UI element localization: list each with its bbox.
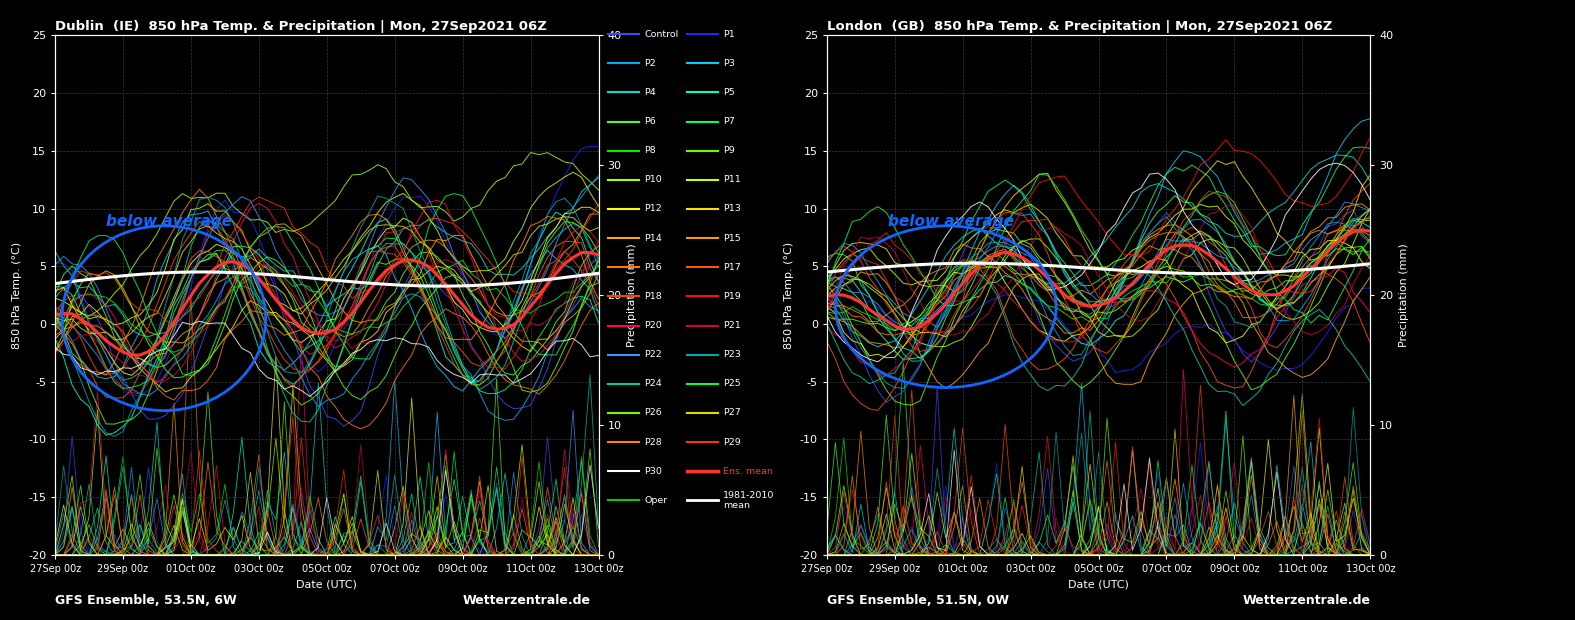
Text: London  (GB)  850 hPa Temp. & Precipitation | Mon, 27Sep2021 06Z: London (GB) 850 hPa Temp. & Precipitatio…	[827, 20, 1332, 33]
Text: P15: P15	[723, 234, 740, 242]
Text: Control: Control	[644, 30, 679, 38]
Text: P8: P8	[644, 146, 655, 155]
Text: Ens. mean: Ens. mean	[723, 467, 773, 476]
Text: P4: P4	[644, 88, 655, 97]
Text: P3: P3	[723, 59, 736, 68]
Text: P19: P19	[723, 292, 740, 301]
Text: P7: P7	[723, 117, 734, 126]
Text: P18: P18	[644, 292, 662, 301]
Text: Oper: Oper	[644, 496, 668, 505]
Text: Wetterzentrale.de: Wetterzentrale.de	[1243, 595, 1370, 608]
Text: below average: below average	[106, 214, 232, 229]
Text: P29: P29	[723, 438, 740, 446]
Y-axis label: 850 hPa Temp. (°C): 850 hPa Temp. (°C)	[784, 242, 794, 348]
X-axis label: Date (UTC): Date (UTC)	[296, 580, 358, 590]
Text: P23: P23	[723, 350, 740, 359]
Text: P21: P21	[723, 321, 740, 330]
Text: GFS Ensemble, 53.5N, 6W: GFS Ensemble, 53.5N, 6W	[55, 595, 236, 608]
X-axis label: Date (UTC): Date (UTC)	[1068, 580, 1129, 590]
Text: GFS Ensemble, 51.5N, 0W: GFS Ensemble, 51.5N, 0W	[827, 595, 1010, 608]
Text: P6: P6	[644, 117, 655, 126]
Text: P11: P11	[723, 175, 740, 184]
Text: P5: P5	[723, 88, 734, 97]
Text: P25: P25	[723, 379, 740, 388]
Text: P1: P1	[723, 30, 734, 38]
Y-axis label: 850 hPa Temp. (°C): 850 hPa Temp. (°C)	[13, 242, 22, 348]
Text: Wetterzentrale.de: Wetterzentrale.de	[463, 595, 591, 608]
Text: P27: P27	[723, 409, 740, 417]
Text: P13: P13	[723, 205, 740, 213]
Text: P14: P14	[644, 234, 662, 242]
Text: P12: P12	[644, 205, 662, 213]
Text: P9: P9	[723, 146, 734, 155]
Text: Dublin  (IE)  850 hPa Temp. & Precipitation | Mon, 27Sep2021 06Z: Dublin (IE) 850 hPa Temp. & Precipitatio…	[55, 20, 547, 33]
Text: P2: P2	[644, 59, 655, 68]
Text: P10: P10	[644, 175, 662, 184]
Text: P30: P30	[644, 467, 662, 476]
Text: P20: P20	[644, 321, 662, 330]
Y-axis label: Precipitation (mm): Precipitation (mm)	[1399, 243, 1410, 347]
Text: 1981-2010
mean: 1981-2010 mean	[723, 490, 775, 510]
Text: P28: P28	[644, 438, 662, 446]
Text: P24: P24	[644, 379, 662, 388]
Text: P22: P22	[644, 350, 662, 359]
Text: P17: P17	[723, 263, 740, 272]
Y-axis label: Precipitation (mm): Precipitation (mm)	[627, 243, 638, 347]
Text: P26: P26	[644, 409, 662, 417]
Text: below average: below average	[888, 214, 1014, 229]
Text: P16: P16	[644, 263, 662, 272]
